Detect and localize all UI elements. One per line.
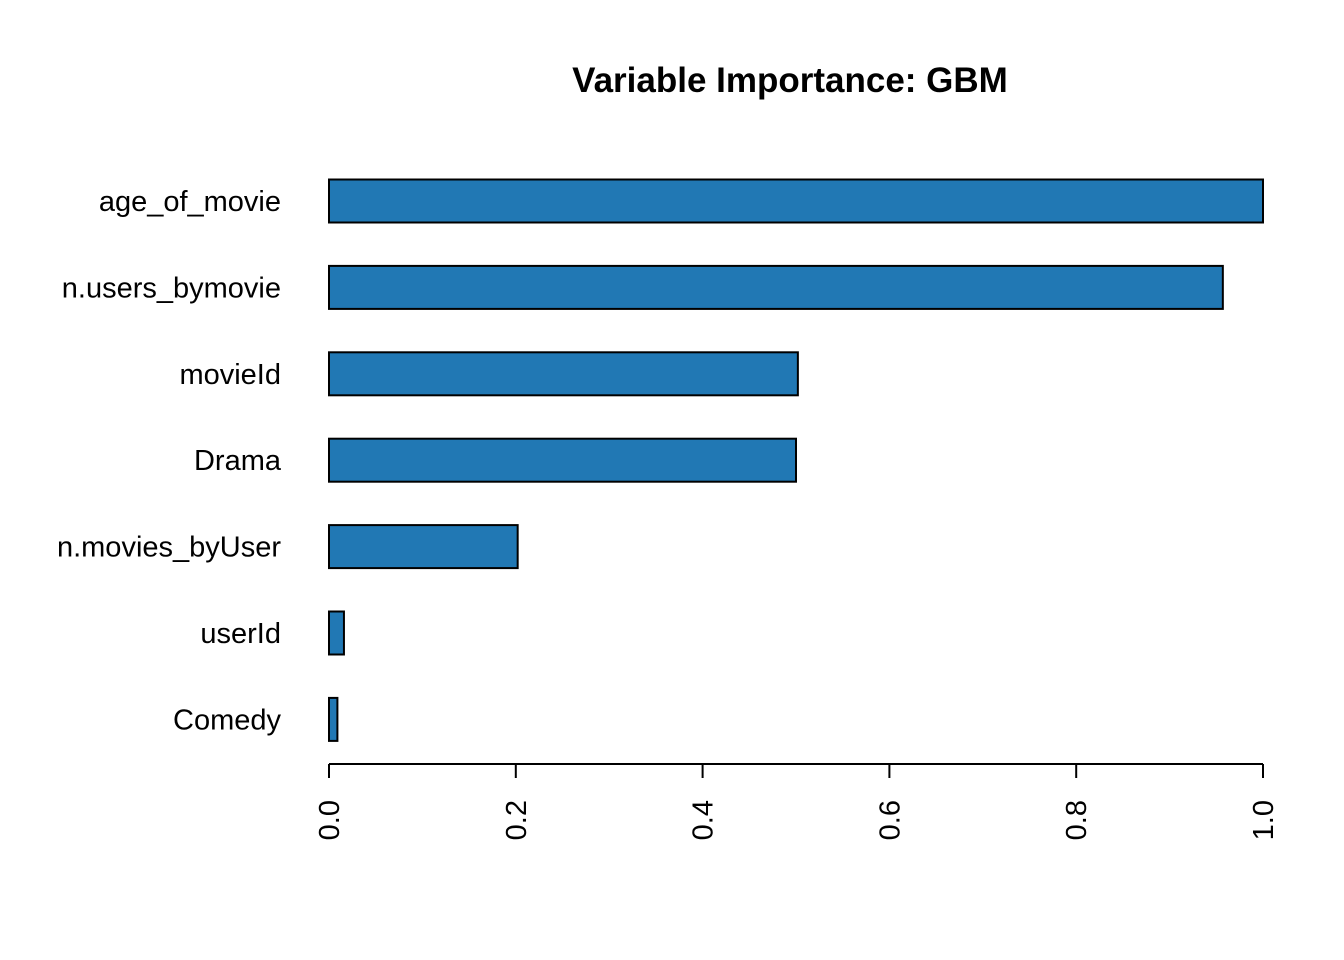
- tick-label: 0.2: [501, 800, 533, 840]
- bar-Comedy: [328, 696, 339, 742]
- category-labels: age_of_movie n.users_bymovie movieId Drama n…: [57, 186, 282, 736]
- tick-label: 1.0: [1248, 800, 1280, 840]
- tick-label: 0.0: [314, 800, 346, 840]
- bars-group: [328, 178, 1264, 742]
- chart-title: Variable Importance: GBM: [572, 61, 1008, 100]
- bar-userId: [328, 610, 345, 656]
- bar-n.movies_byUser: [328, 524, 519, 570]
- bar-age_of_movie: [328, 178, 1264, 224]
- category-label: userId: [200, 618, 281, 650]
- category-label: movieId: [179, 359, 281, 391]
- category-label: Comedy: [173, 704, 281, 736]
- category-label: age_of_movie: [99, 186, 281, 218]
- bar-movieId: [328, 351, 799, 397]
- category-label: Drama: [194, 445, 282, 477]
- x-axis-ticks: 0.0 0.2 0.4 0.6 0.8 1.0: [314, 764, 1280, 840]
- bar-Drama: [328, 437, 797, 483]
- tick-label: 0.8: [1061, 800, 1093, 840]
- bar-n.users_bymovie: [328, 264, 1224, 310]
- category-label: n.users_bymovie: [62, 272, 281, 304]
- category-label: n.movies_byUser: [57, 532, 281, 564]
- x-axis: 0.0 0.2 0.4 0.6 0.8 1.0: [314, 763, 1280, 840]
- tick-label: 0.6: [874, 800, 906, 840]
- tick-label: 0.4: [688, 800, 720, 840]
